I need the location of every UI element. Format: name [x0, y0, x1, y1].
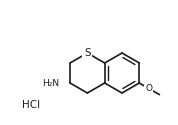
Text: O: O: [145, 84, 152, 93]
Text: H₂N: H₂N: [42, 78, 59, 88]
Text: HCl: HCl: [22, 100, 40, 110]
Text: S: S: [84, 48, 91, 58]
